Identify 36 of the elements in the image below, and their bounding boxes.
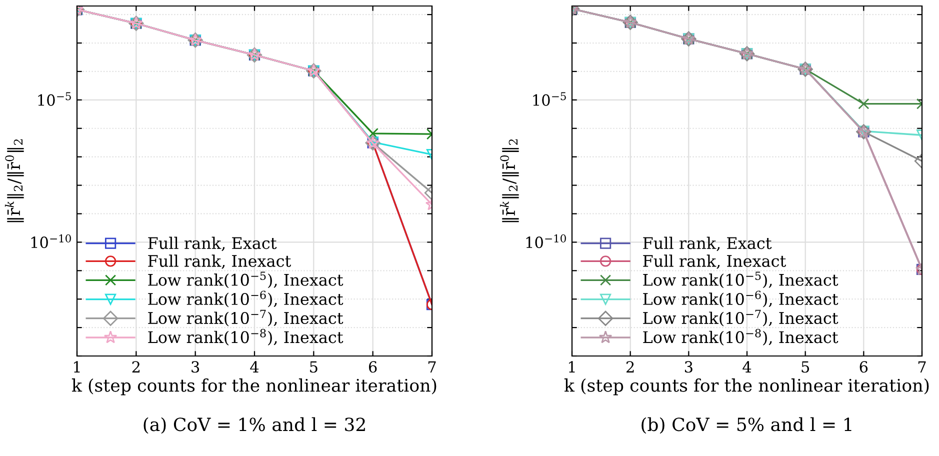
x-tick-label: 3	[192, 361, 200, 373]
x-tick-label: 5	[310, 361, 318, 373]
text: (a) CoV = 1% and l = 32	[144, 417, 365, 434]
x-tick-label: 6	[368, 361, 377, 373]
legend-label: Full rank, Inexact	[643, 254, 786, 269]
y-tick-label: 10$^{−10}$	[526, 234, 566, 248]
x-tick-label: 1	[74, 361, 80, 372]
legend-label: Low rank(10$^{−5}$), Inexact	[148, 272, 344, 288]
x-tick-label: 3	[684, 361, 692, 373]
legend-label: Low rank(10$^{−8}$), Inexact	[148, 328, 344, 346]
y-tick-label: 10$^{−5}$	[533, 92, 566, 106]
legend-label: Low rank(10$^{−5}$), Inexact	[643, 272, 838, 288]
legend-label: Full rank, Inexact	[148, 254, 292, 269]
x-tick-label: 1	[569, 361, 575, 372]
x-tick-label: 4	[250, 361, 259, 372]
y-tick-label: 10$^{−10}$	[31, 234, 71, 248]
text: (b) CoV = 5% and l = 1	[642, 417, 852, 434]
x-tick-label: 6	[860, 361, 868, 373]
legend-label: Low rank(10$^{−7}$), Inexact	[148, 310, 344, 326]
x-tick-label: 2	[626, 361, 634, 372]
x-tick-label: 2	[132, 361, 140, 372]
y-axis-title: ‖r̄$^{k}$‖$_{2}$/‖r̄$^{0}$‖$_{2}$	[4, 139, 24, 222]
legend-label: Low rank(10$^{−6}$), Inexact	[148, 290, 344, 308]
x-axis-title: k (step counts for the nonlinear iteration)	[72, 378, 436, 396]
x-tick-label: 5	[802, 361, 810, 373]
legend-label: Low rank(10$^{−6}$), Inexact	[643, 290, 838, 308]
legend-label: Full rank, Exact	[148, 236, 277, 252]
x-tick-label: 7	[918, 361, 926, 372]
y-tick-label: 10$^{−5}$	[38, 92, 71, 106]
x-tick-label: 7	[428, 361, 436, 372]
legend-label: Low rank(10$^{−7}$), Inexact	[643, 310, 838, 326]
x-axis-title: k (step counts for the nonlinear iteration)	[564, 378, 929, 396]
x-tick-label: 4	[742, 361, 752, 372]
y-axis-title: ‖r̄$^{k}$‖$_{2}$/‖r̄$^{0}$‖$_{2}$	[500, 139, 519, 222]
legend-label: Low rank(10$^{−8}$), Inexact	[643, 328, 838, 346]
legend-label: Full rank, Exact	[643, 236, 772, 252]
